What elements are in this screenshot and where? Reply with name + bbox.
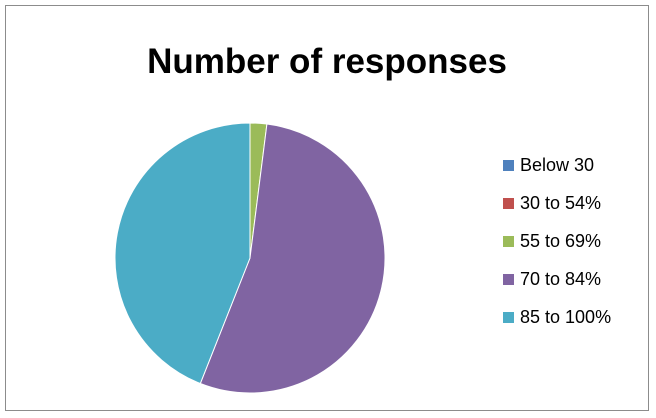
legend-label: 85 to 100% xyxy=(520,306,612,327)
legend-label: Below 30 xyxy=(520,154,595,175)
legend-item-30-to-54: 30 to 54% xyxy=(503,192,601,214)
legend-label: 70 to 84% xyxy=(520,268,602,289)
legend-swatch xyxy=(503,235,514,247)
legend-swatch xyxy=(503,197,514,209)
legend-item-below-30: Below 30 xyxy=(503,154,594,176)
chart-title: Number of responses xyxy=(147,42,507,81)
chart-frame: Number of responses Below 30 30 to 54% 55 … xyxy=(5,5,649,411)
legend-swatch xyxy=(503,159,514,171)
pie-slice-70-to-84 xyxy=(199,123,386,394)
legend-label: 30 to 54% xyxy=(520,192,602,213)
legend-item-55-to-69: 55 to 69% xyxy=(503,230,601,252)
legend-swatch xyxy=(503,273,514,285)
legend-item-70-to-84: 70 to 84% xyxy=(503,268,601,290)
legend-item-85-to-100: 85 to 100% xyxy=(503,306,611,328)
pie-chart xyxy=(114,122,386,394)
legend-swatch xyxy=(503,311,514,323)
pie-slice-85-to-100 xyxy=(114,122,251,385)
legend-label: 55 to 69% xyxy=(520,230,602,251)
